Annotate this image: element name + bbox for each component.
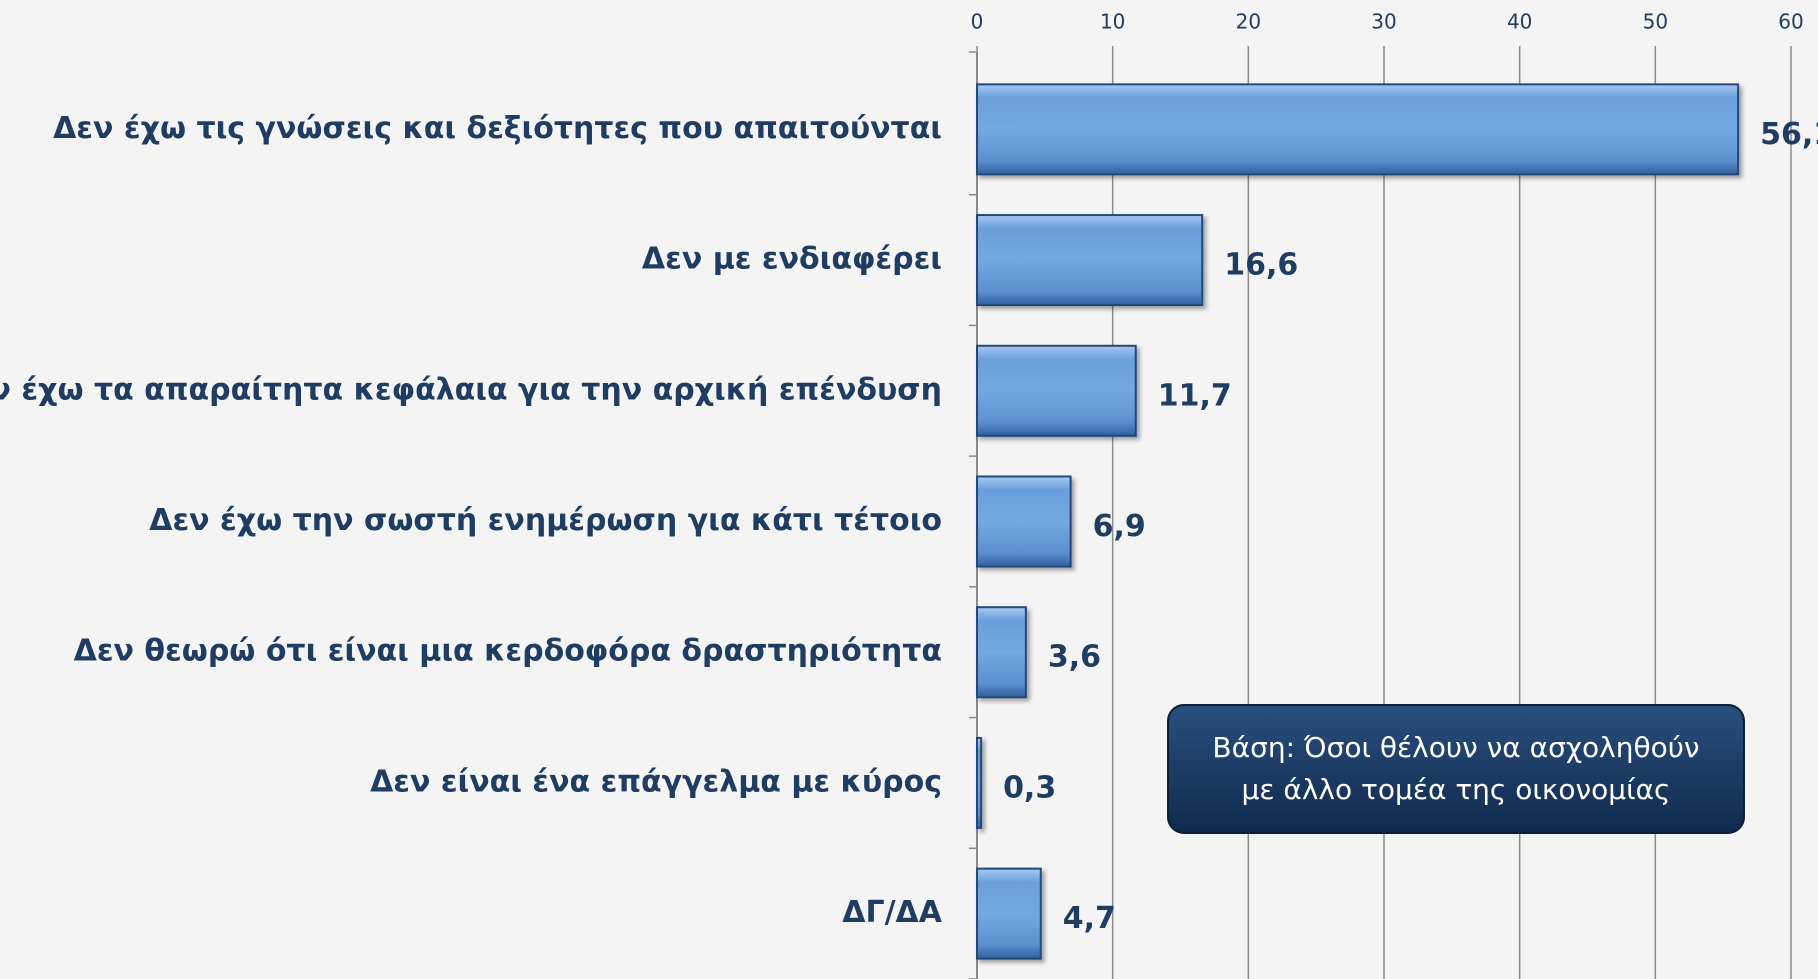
x-tick-label: 20 [1236,10,1261,34]
bar [976,214,1204,307]
value-label: 16,6 [1224,248,1298,283]
x-tick-label: 10 [1100,10,1125,34]
value-label: 56,1 [1760,117,1818,152]
bar [976,606,1027,699]
y-tick-label: ΔΓ/ΔΑ [842,895,943,930]
y-tick-label: Δεν θεωρώ ότι είναι μια κερδοφόρα δραστη… [74,634,942,669]
value-label: 3,6 [1048,640,1101,675]
annotation: με άλλο τομέα της οικονομίας [1242,773,1671,806]
annotation: Βάση: Όσοι θέλουν να ασχοληθούν [1212,731,1699,764]
y-tick-label: Δεν με ενδιαφέρει [642,242,942,277]
y-tick-label: Δεν έχω την σωστή ενημέρωση για κάτι τέτ… [149,503,942,538]
annotation-box [1167,704,1745,834]
value-label: 4,7 [1063,901,1116,936]
x-tick-label: 50 [1643,10,1668,34]
value-label: 0,3 [1003,770,1056,805]
x-tick-label: 60 [1778,10,1803,34]
bar [976,867,1042,960]
bar [976,736,983,829]
bar [976,344,1137,437]
y-tick-label: Δεν έχω τα απαραίτητα κεφάλαια για την α… [0,372,942,407]
bar [976,83,1740,176]
y-tick-label: Δεν έχω τις γνώσεις και δεξιότητες που α… [53,111,942,146]
x-tick-label: 40 [1507,10,1532,34]
x-tick-label: 30 [1371,10,1396,34]
value-label: 11,7 [1158,378,1232,413]
y-tick-label: Δεν είναι ένα επάγγελμα με κύρος [370,764,942,799]
value-label: 6,9 [1093,509,1146,544]
x-tick-label: 0 [971,10,984,34]
bar [976,475,1072,568]
